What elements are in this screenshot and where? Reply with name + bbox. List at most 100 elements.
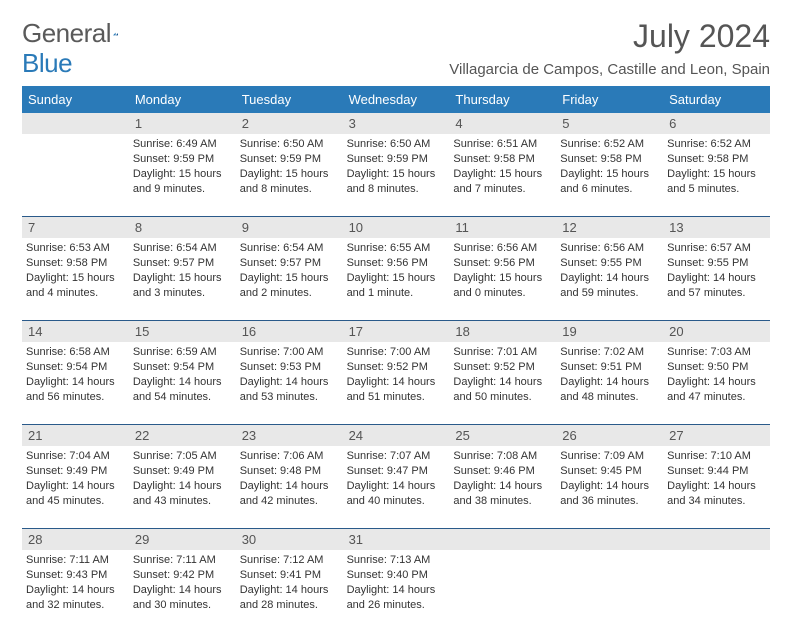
day-cell-content: Sunrise: 7:13 AMSunset: 9:40 PMDaylight:…	[347, 553, 446, 612]
sunrise-text: Sunrise: 7:09 AM	[560, 449, 659, 464]
day1-text: Daylight: 14 hours	[667, 271, 766, 286]
daynum-cell: 8	[129, 217, 236, 238]
dayname-sat: Saturday	[663, 86, 770, 113]
day-cell: Sunrise: 7:03 AMSunset: 9:50 PMDaylight:…	[663, 342, 770, 424]
sunrise-text: Sunrise: 6:56 AM	[560, 241, 659, 256]
sunset-text: Sunset: 9:43 PM	[26, 568, 125, 583]
daynum-cell: 27	[663, 425, 770, 446]
day-cell	[663, 550, 770, 632]
daynum-cell	[449, 529, 556, 550]
logo: General	[22, 18, 143, 49]
daynum-cell: 9	[236, 217, 343, 238]
sunset-text: Sunset: 9:42 PM	[133, 568, 232, 583]
day-cell: Sunrise: 6:59 AMSunset: 9:54 PMDaylight:…	[129, 342, 236, 424]
sunrise-text: Sunrise: 6:52 AM	[667, 137, 766, 152]
day-cell-content: Sunrise: 7:08 AMSunset: 9:46 PMDaylight:…	[453, 449, 552, 508]
day-cell-content: Sunrise: 7:00 AMSunset: 9:53 PMDaylight:…	[240, 345, 339, 404]
day2-text: and 36 minutes.	[560, 494, 659, 509]
sunrise-text: Sunrise: 6:57 AM	[667, 241, 766, 256]
day1-text: Daylight: 15 hours	[240, 167, 339, 182]
day1-text: Daylight: 15 hours	[560, 167, 659, 182]
daynum-row: 123456	[22, 113, 770, 134]
day-cell: Sunrise: 6:52 AMSunset: 9:58 PMDaylight:…	[556, 134, 663, 216]
day-cell: Sunrise: 6:52 AMSunset: 9:58 PMDaylight:…	[663, 134, 770, 216]
day-cell: Sunrise: 6:56 AMSunset: 9:55 PMDaylight:…	[556, 238, 663, 320]
day-cell-content: Sunrise: 7:11 AMSunset: 9:42 PMDaylight:…	[133, 553, 232, 612]
daynum-cell: 25	[449, 425, 556, 446]
dayname-tue: Tuesday	[236, 86, 343, 113]
day-cell: Sunrise: 6:56 AMSunset: 9:56 PMDaylight:…	[449, 238, 556, 320]
daynum-cell	[556, 529, 663, 550]
sunset-text: Sunset: 9:51 PM	[560, 360, 659, 375]
day2-text: and 50 minutes.	[453, 390, 552, 405]
day-cell-content: Sunrise: 6:56 AMSunset: 9:56 PMDaylight:…	[453, 241, 552, 300]
sunrise-text: Sunrise: 7:13 AM	[347, 553, 446, 568]
dayname-wed: Wednesday	[343, 86, 450, 113]
day-cell-content: Sunrise: 6:50 AMSunset: 9:59 PMDaylight:…	[347, 137, 446, 196]
day-cell-content: Sunrise: 7:03 AMSunset: 9:50 PMDaylight:…	[667, 345, 766, 404]
day-cell-content: Sunrise: 6:53 AMSunset: 9:58 PMDaylight:…	[26, 241, 125, 300]
sunset-text: Sunset: 9:54 PM	[26, 360, 125, 375]
daynum-cell: 26	[556, 425, 663, 446]
daynum-cell: 4	[449, 113, 556, 134]
day2-text: and 7 minutes.	[453, 182, 552, 197]
sunrise-text: Sunrise: 7:11 AM	[26, 553, 125, 568]
day2-text: and 51 minutes.	[347, 390, 446, 405]
daynum-cell: 22	[129, 425, 236, 446]
daynum-cell: 1	[129, 113, 236, 134]
daynum-cell	[663, 529, 770, 550]
day2-text: and 59 minutes.	[560, 286, 659, 301]
day2-text: and 3 minutes.	[133, 286, 232, 301]
sunset-text: Sunset: 9:49 PM	[26, 464, 125, 479]
sunset-text: Sunset: 9:52 PM	[453, 360, 552, 375]
day2-text: and 30 minutes.	[133, 598, 232, 613]
week-row: Sunrise: 6:53 AMSunset: 9:58 PMDaylight:…	[22, 238, 770, 320]
day1-text: Daylight: 15 hours	[347, 167, 446, 182]
day-cell	[449, 550, 556, 632]
sunrise-text: Sunrise: 6:54 AM	[240, 241, 339, 256]
day-cell-content: Sunrise: 6:50 AMSunset: 9:59 PMDaylight:…	[240, 137, 339, 196]
title-block: July 2024 Villagarcia de Campos, Castill…	[449, 18, 770, 78]
day-cell: Sunrise: 7:00 AMSunset: 9:52 PMDaylight:…	[343, 342, 450, 424]
day1-text: Daylight: 14 hours	[560, 271, 659, 286]
day-cell-content: Sunrise: 7:10 AMSunset: 9:44 PMDaylight:…	[667, 449, 766, 508]
dayname-sun: Sunday	[22, 86, 129, 113]
sunrise-text: Sunrise: 6:52 AM	[560, 137, 659, 152]
daynum-cell: 16	[236, 321, 343, 342]
day1-text: Daylight: 14 hours	[240, 479, 339, 494]
sunset-text: Sunset: 9:52 PM	[347, 360, 446, 375]
sunrise-text: Sunrise: 7:04 AM	[26, 449, 125, 464]
sunset-text: Sunset: 9:57 PM	[133, 256, 232, 271]
day1-text: Daylight: 14 hours	[133, 375, 232, 390]
day-cell-content: Sunrise: 7:12 AMSunset: 9:41 PMDaylight:…	[240, 553, 339, 612]
day-cell-content: Sunrise: 7:09 AMSunset: 9:45 PMDaylight:…	[560, 449, 659, 508]
daynum-row: 14151617181920	[22, 320, 770, 342]
day2-text: and 53 minutes.	[240, 390, 339, 405]
daynum-row: 21222324252627	[22, 424, 770, 446]
sunset-text: Sunset: 9:50 PM	[667, 360, 766, 375]
daynum-cell: 17	[343, 321, 450, 342]
sunrise-text: Sunrise: 7:11 AM	[133, 553, 232, 568]
day1-text: Daylight: 14 hours	[347, 375, 446, 390]
day2-text: and 1 minute.	[347, 286, 446, 301]
daynum-cell: 20	[663, 321, 770, 342]
daynum-cell: 3	[343, 113, 450, 134]
sunset-text: Sunset: 9:41 PM	[240, 568, 339, 583]
daynum-cell: 29	[129, 529, 236, 550]
sunrise-text: Sunrise: 6:50 AM	[347, 137, 446, 152]
daynum-cell: 7	[22, 217, 129, 238]
sunset-text: Sunset: 9:44 PM	[667, 464, 766, 479]
day-cell: Sunrise: 7:08 AMSunset: 9:46 PMDaylight:…	[449, 446, 556, 528]
day-cell: Sunrise: 6:54 AMSunset: 9:57 PMDaylight:…	[236, 238, 343, 320]
day-cell-content: Sunrise: 6:56 AMSunset: 9:55 PMDaylight:…	[560, 241, 659, 300]
day2-text: and 48 minutes.	[560, 390, 659, 405]
logo-row2: Blue	[22, 48, 72, 79]
day2-text: and 43 minutes.	[133, 494, 232, 509]
sunrise-text: Sunrise: 7:00 AM	[347, 345, 446, 360]
day-cell-content: Sunrise: 7:06 AMSunset: 9:48 PMDaylight:…	[240, 449, 339, 508]
day2-text: and 40 minutes.	[347, 494, 446, 509]
day1-text: Daylight: 14 hours	[453, 375, 552, 390]
week-row: Sunrise: 7:04 AMSunset: 9:49 PM Daylight:…	[22, 446, 770, 528]
day1-text: Daylight: 14 hours	[240, 583, 339, 598]
sunset-text: Sunset: 9:53 PM	[240, 360, 339, 375]
